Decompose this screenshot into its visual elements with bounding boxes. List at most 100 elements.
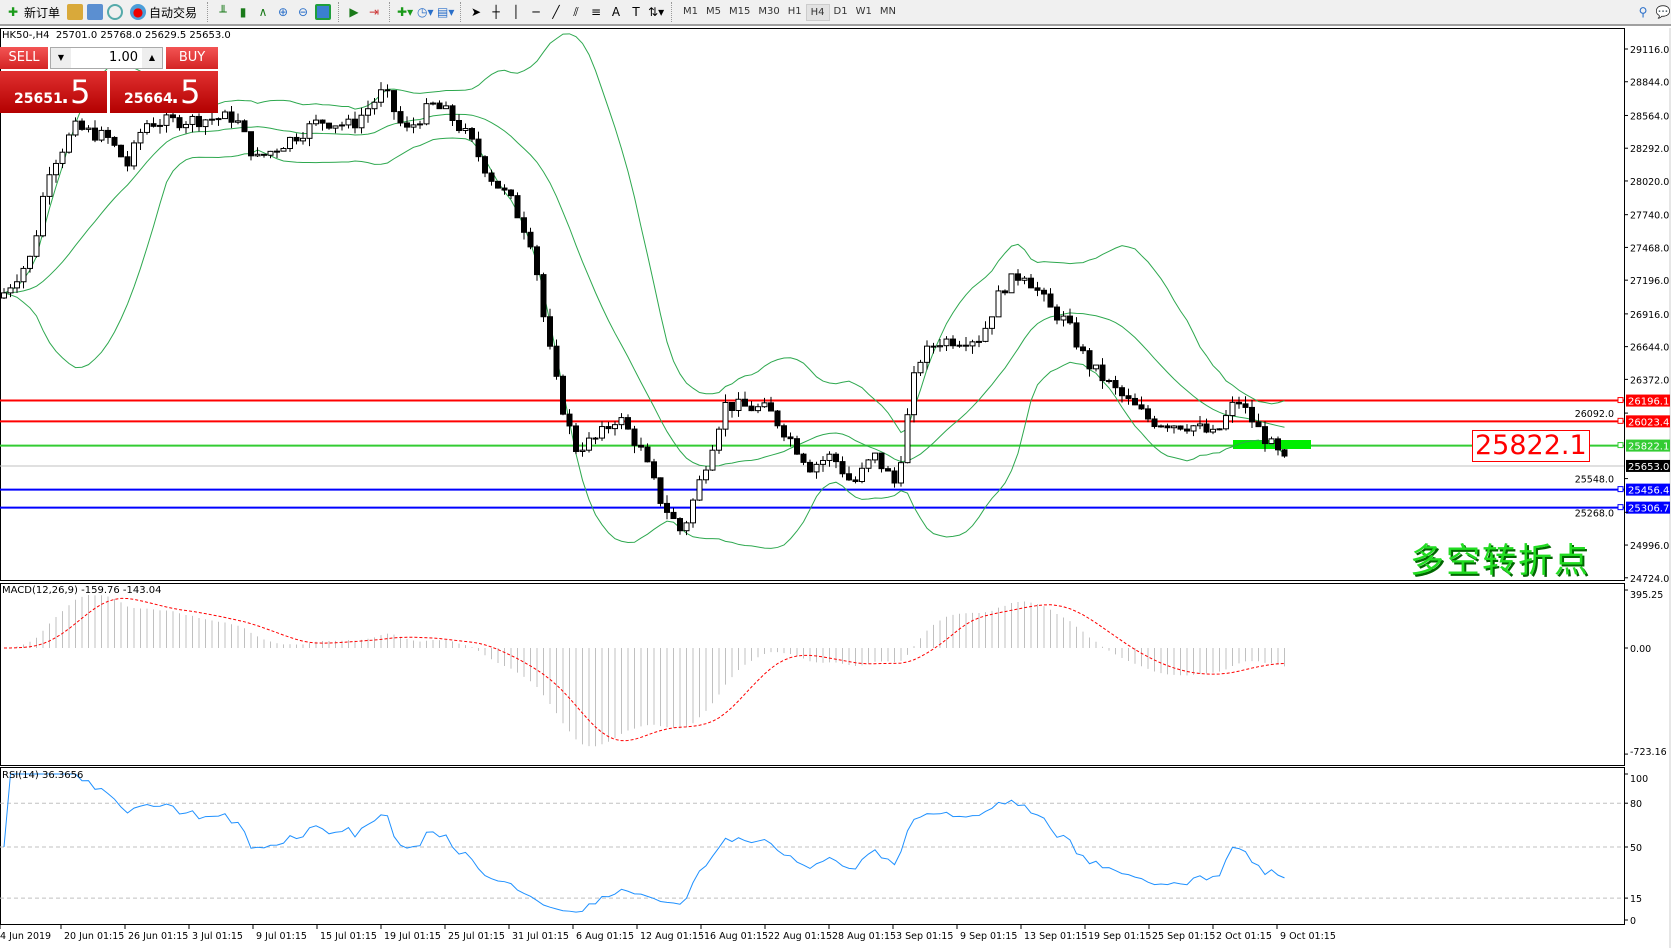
timeframe-mn[interactable]: MN (879, 5, 896, 17)
vertical-line-icon[interactable]: │ (512, 5, 520, 19)
candle (1197, 415, 1203, 430)
level-price-label: 26023.4 (1628, 417, 1669, 428)
candle (1080, 344, 1086, 354)
candle (482, 155, 488, 178)
lot-increase-button[interactable]: ▲ (142, 48, 162, 68)
candle (683, 520, 690, 536)
rsi-tick-label: 15 (1630, 894, 1642, 905)
macd-signal-line (3, 597, 1285, 742)
chat-icon[interactable]: 💬 (1655, 5, 1671, 19)
candle (105, 127, 111, 144)
timeframe-h4[interactable]: H4 (805, 3, 830, 21)
toolbar: ✚ 新订单 ● 自动交易 ╨ ▮ ∧ ⊕ ⊖ ▶ ⇥ ✚▾ ◷▾ ▤▾ ➤ ┼ … (0, 0, 1671, 26)
candle (703, 465, 709, 484)
auto-scroll-icon[interactable]: ▶ (349, 5, 359, 19)
chart-text-label[interactable]: 多空转折点 (1410, 541, 1590, 581)
lot-decrease-button[interactable]: ▼ (51, 48, 71, 68)
search-icon[interactable]: ⚲ (1638, 5, 1648, 19)
text-icon[interactable]: A (611, 5, 621, 19)
sell-price-button[interactable]: 25651 .5 (0, 71, 107, 113)
price-tick-label: 24996.0 (1630, 541, 1669, 552)
candle (976, 335, 982, 348)
timeframe-h1[interactable]: H1 (787, 5, 802, 17)
macd-panel-frame (0, 583, 1625, 766)
candle-body (833, 453, 839, 463)
candle-body (508, 189, 514, 197)
timeframe-m30[interactable]: M30 (758, 5, 780, 17)
buy-price-button[interactable]: 25664 .5 (110, 71, 218, 113)
candlestick-icon[interactable]: ▮ (239, 5, 247, 19)
timeframe-w1[interactable]: W1 (855, 5, 872, 17)
equidistant-channel-icon[interactable]: ⫽ (573, 5, 579, 19)
bar-chart-icon[interactable]: ╨ (219, 5, 227, 19)
candle-body (1086, 350, 1093, 370)
chart-window[interactable]: 26196.1 26023.4 25822.1 25653.0 25456.4 25306… (0, 28, 1671, 948)
candle (176, 114, 183, 131)
horizontal-line-icon[interactable]: ─ (532, 5, 540, 19)
separator (389, 2, 391, 22)
zoom-in-icon[interactable]: ⊕ (278, 5, 289, 19)
main-panel-frame (0, 28, 1625, 581)
navigator-icon[interactable] (67, 4, 84, 20)
zoom-out-icon[interactable]: ⊖ (298, 5, 309, 19)
auto-trading-label: 自动交易 (149, 5, 198, 20)
lot-size-input[interactable]: 1.00 (109, 50, 138, 65)
candle (430, 101, 436, 106)
candle (956, 340, 963, 348)
candle (729, 401, 735, 418)
signals-icon[interactable] (107, 4, 124, 20)
candle-body (774, 410, 781, 427)
candle-body (592, 437, 599, 440)
candle (111, 136, 118, 148)
candle-body (865, 459, 872, 469)
lot-size-stepper[interactable]: ▼ 1.00 ▲ (50, 47, 163, 69)
crosshair-icon[interactable]: ┼ (492, 5, 500, 19)
timeframe-d1[interactable]: D1 (833, 5, 848, 17)
candle (631, 425, 638, 454)
candle (1112, 375, 1119, 395)
arrows-icon[interactable]: ⇅▾ (648, 5, 665, 19)
candle-body (384, 89, 391, 92)
candle (534, 244, 540, 281)
sell-button[interactable]: SELL (0, 47, 48, 69)
candle (1099, 358, 1106, 389)
candle-body (1190, 425, 1197, 432)
candle (306, 120, 313, 147)
text-label-icon[interactable]: T (632, 5, 640, 19)
candle (508, 189, 514, 200)
timeframe-m5[interactable]: M5 (706, 5, 722, 17)
auto-trading-button[interactable]: ● 自动交易 (127, 1, 200, 23)
candle (527, 227, 534, 250)
timeframe-m15[interactable]: M15 (729, 5, 751, 17)
trendline-icon[interactable]: ╱ (552, 5, 560, 19)
chart-canvas[interactable]: 26196.1 26023.4 25822.1 25653.0 25456.4 25306… (0, 28, 1671, 948)
terminal-icon[interactable] (87, 4, 104, 20)
indicators-icon[interactable]: ✚▾ (397, 5, 414, 19)
price-tick-label: 24724.0 (1630, 574, 1669, 585)
new-order-button[interactable]: ✚ 新订单 (2, 1, 63, 23)
candle-body (995, 290, 1002, 318)
candle-body (280, 147, 287, 152)
price-annotation-label[interactable]: 25822.1 (1472, 430, 1590, 462)
fibonacci-icon[interactable]: ≡ (591, 5, 602, 19)
timeframe-m1[interactable]: M1 (683, 5, 699, 17)
line-chart-icon[interactable]: ∧ (258, 5, 268, 19)
candle (202, 119, 209, 135)
tile-windows-icon[interactable] (315, 4, 332, 20)
cursor-icon[interactable]: ➤ (471, 5, 482, 19)
candle-body (768, 402, 774, 412)
rsi-tick-label: 100 (1630, 774, 1648, 785)
candle (625, 414, 631, 430)
candle-body (943, 338, 950, 347)
buy-button[interactable]: BUY (166, 47, 218, 69)
candle (397, 106, 404, 127)
chart-shift-icon[interactable]: ⇥ (369, 5, 380, 19)
candle-body (1067, 315, 1073, 324)
candle-body (1106, 380, 1112, 383)
candle (820, 456, 826, 472)
templates-icon[interactable]: ▤▾ (437, 5, 455, 19)
candle-body (1099, 364, 1106, 382)
candle-body (144, 123, 150, 133)
new-order-label: 新订单 (24, 5, 61, 20)
periods-clock-icon[interactable]: ◷▾ (417, 5, 434, 19)
